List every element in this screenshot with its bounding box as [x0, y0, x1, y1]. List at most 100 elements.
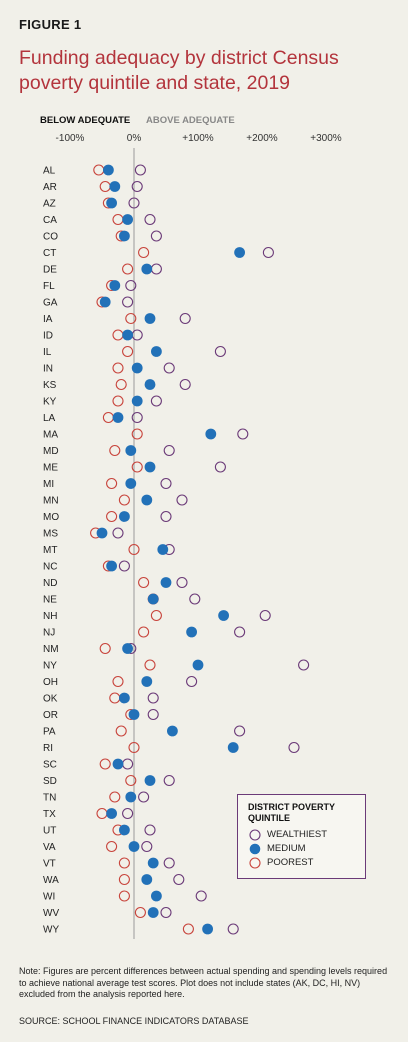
medium-point	[128, 841, 140, 852]
wealthiest-point	[160, 510, 172, 523]
poorest-point	[106, 477, 118, 490]
poorest-point	[144, 659, 156, 671]
wealthiest-point	[195, 890, 207, 902]
medium-point	[186, 626, 198, 638]
wealthiest-point	[147, 692, 159, 704]
state-label: DE	[43, 265, 57, 276]
medium-point	[125, 791, 137, 803]
state-label: WA	[43, 875, 59, 886]
state-label: MO	[43, 512, 59, 523]
wealthiest-point	[262, 246, 274, 259]
poorest-point	[122, 263, 134, 275]
state-label: MA	[43, 430, 58, 441]
state-label: MD	[43, 446, 59, 457]
medium-point	[106, 197, 117, 209]
open-circle-icon	[249, 828, 261, 841]
poorest-point	[125, 774, 137, 787]
state-label: VA	[43, 842, 56, 853]
state-label: PA	[43, 727, 56, 738]
medium-point	[128, 709, 140, 720]
poorest-point	[138, 246, 150, 259]
state-label: KY	[43, 397, 57, 408]
wealthiest-point	[163, 444, 175, 457]
state-label: TX	[43, 809, 56, 820]
x-tick-label: -100%	[56, 133, 85, 144]
legend-label-wealthiest: WEALTHIEST	[267, 829, 327, 840]
state-label: OH	[43, 677, 58, 688]
wealthiest-point	[160, 477, 172, 490]
state-label: NE	[43, 595, 57, 606]
legend: DISTRICT POVERTY QUINTILE WEALTHIEST MED…	[237, 794, 366, 879]
axis-layer: -100% 0% +100% +200% +300% AL AR AZ CA CO CT DE FL GA…	[43, 133, 342, 939]
medium-point	[144, 775, 156, 786]
poorest-point	[112, 675, 124, 688]
poorest-point	[99, 758, 111, 770]
poorest-point	[93, 164, 105, 176]
wealthiest-point	[144, 824, 156, 836]
poorest-point	[112, 362, 124, 374]
poorest-point	[96, 807, 108, 820]
wealthiest-point	[227, 923, 239, 935]
wealthiest-point	[122, 296, 134, 308]
poorest-point	[118, 857, 130, 869]
medium-point	[112, 412, 124, 423]
wealthiest-point	[125, 279, 137, 292]
medium-point	[103, 164, 114, 176]
wealthiest-point	[134, 164, 146, 176]
medium-point	[99, 296, 111, 308]
poorest-point	[131, 461, 143, 473]
wealthiest-point	[259, 609, 271, 622]
poorest-point	[112, 329, 124, 341]
medium-point	[122, 329, 133, 341]
filled-circle-icon	[249, 843, 261, 854]
x-tick-label: 0%	[127, 133, 142, 144]
medium-point	[144, 461, 156, 473]
legend-label-medium: MEDIUM	[267, 843, 306, 854]
poorest-point	[99, 642, 111, 655]
poorest-point	[138, 576, 150, 589]
state-label: AL	[43, 166, 56, 177]
wealthiest-point	[234, 725, 246, 737]
wealthiest-point	[128, 197, 140, 209]
state-label: VT	[43, 859, 56, 870]
medium-point	[109, 181, 121, 192]
wealthiest-point	[179, 378, 191, 391]
state-label: WY	[43, 925, 59, 936]
poorest-point	[109, 444, 121, 457]
state-label: NH	[43, 611, 57, 622]
poorest-point	[138, 626, 150, 638]
state-label: NJ	[43, 628, 55, 639]
medium-point	[147, 593, 159, 605]
state-label: UT	[43, 826, 56, 837]
state-label: CT	[43, 248, 56, 259]
dot-plot: -100% 0% +100% +200% +300% AL AR AZ CA CO CT DE FL GA…	[43, 133, 342, 939]
medium-point	[205, 428, 217, 440]
state-label: IN	[43, 364, 53, 375]
state-label: WV	[43, 908, 59, 919]
wealthiest-point	[112, 527, 124, 539]
poorest-point	[150, 609, 162, 622]
wealthiest-point	[173, 873, 185, 886]
state-label: AR	[43, 182, 57, 193]
wealthiest-point	[147, 708, 159, 721]
poorest-point	[118, 890, 130, 902]
state-label: IL	[43, 347, 52, 358]
medium-point	[167, 725, 178, 737]
state-label: CA	[43, 215, 57, 226]
footnote: Note: Figures are percent differences be…	[19, 966, 388, 999]
wealthiest-point	[288, 741, 300, 754]
wealthiest-point	[214, 345, 226, 358]
legend-item-wealthiest: WEALTHIEST	[248, 828, 355, 841]
poorest-point	[122, 345, 134, 358]
state-label: MI	[43, 479, 54, 490]
wealthiest-point	[122, 758, 134, 770]
medium-point	[234, 247, 246, 258]
poorest-point	[99, 180, 111, 193]
source-line: SOURCE: SCHOOL FINANCE INDICATORS DATABA…	[19, 1016, 249, 1026]
poorest-point	[118, 873, 130, 886]
medium-point	[227, 742, 239, 753]
state-label: IA	[43, 314, 53, 325]
state-label: MS	[43, 529, 58, 540]
medium-point	[147, 907, 159, 918]
medium-point	[192, 659, 204, 671]
